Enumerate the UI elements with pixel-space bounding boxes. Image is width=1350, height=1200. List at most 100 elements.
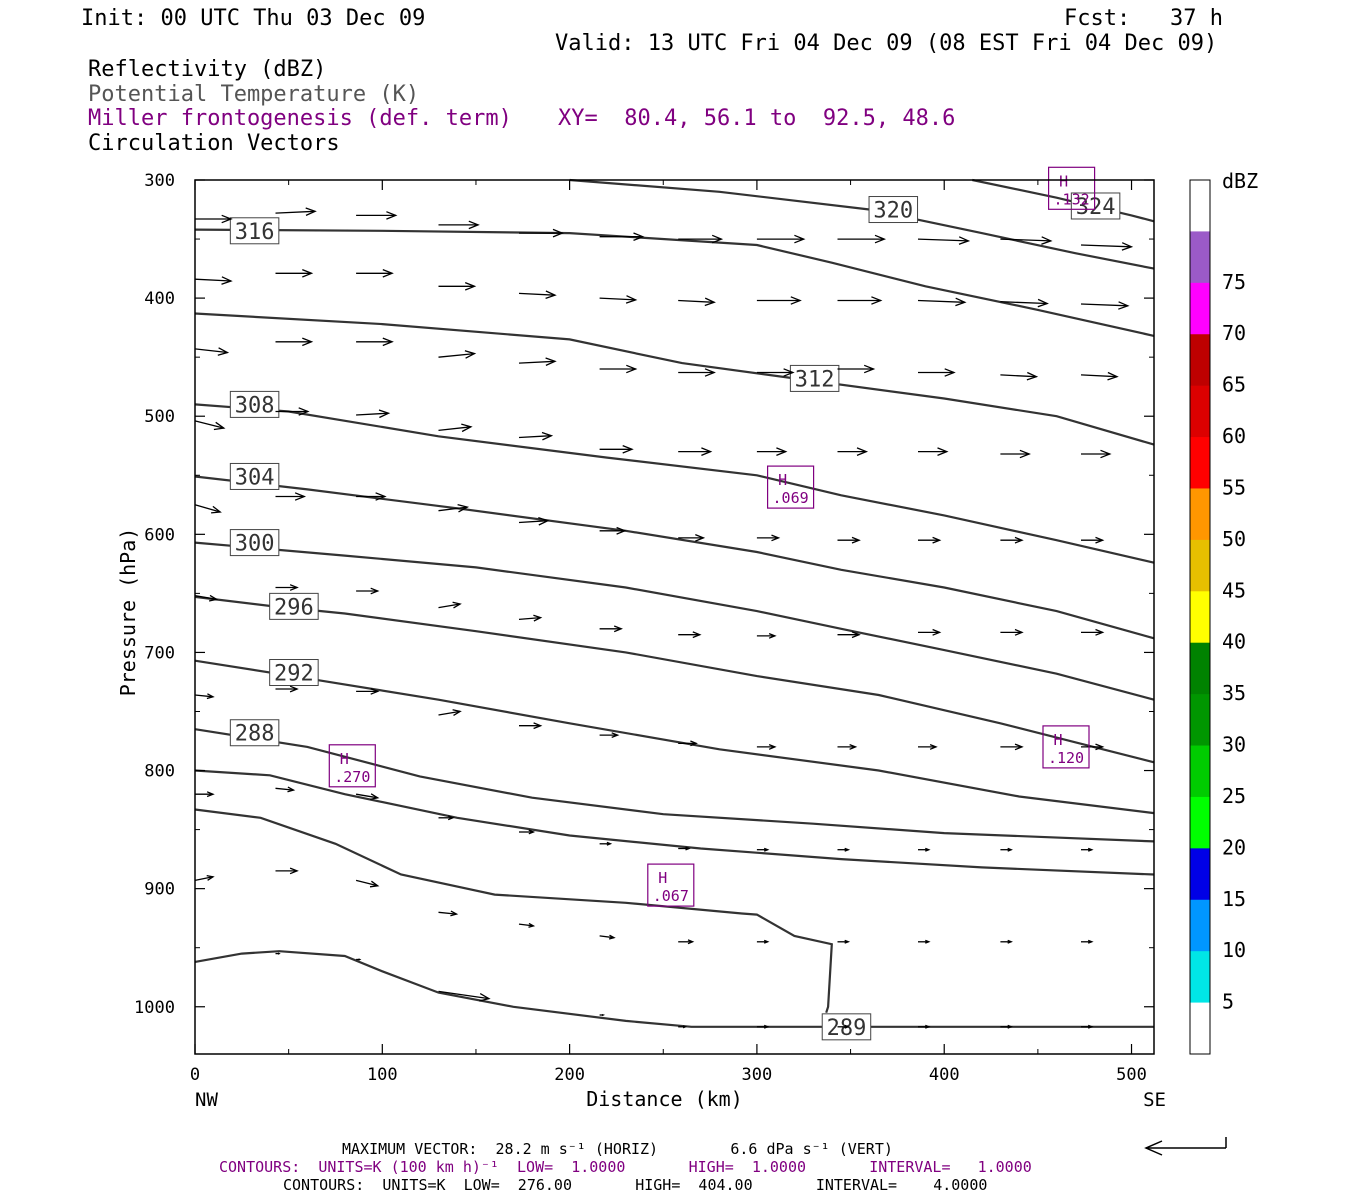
colorbar-segment	[1190, 385, 1210, 438]
contour-label: 288	[235, 722, 275, 747]
vector-arrowhead	[1007, 847, 1013, 852]
vector-arrowhead	[457, 503, 470, 513]
frontogenesis-max-box	[766, 465, 815, 509]
vector-arrowhead	[1087, 1024, 1094, 1029]
miller-legend: Miller frontogenesis (def. term)	[88, 106, 512, 131]
colorbar-tick-label: 30	[1222, 733, 1246, 757]
y-tick-label: 600	[144, 525, 175, 545]
frontogenesis-max-label: H	[778, 471, 787, 489]
vector-arrowhead	[370, 587, 380, 595]
vector-arrowhead	[1014, 536, 1024, 544]
vector-arrowhead	[464, 350, 477, 359]
circulation-vector	[518, 923, 534, 927]
xy-coordinates: XY= 80.4, 56.1 to 92.5, 48.6	[558, 106, 956, 131]
vector-arrowhead	[844, 939, 851, 944]
contour-label-box	[229, 719, 280, 747]
theta-contour-304	[194, 475, 1155, 640]
vector-arrowhead	[763, 847, 770, 852]
vector-arrowhead	[375, 492, 387, 501]
colorbar-segment	[1190, 642, 1210, 695]
x-tick-label: 100	[367, 1065, 398, 1085]
contour-label: 312	[795, 367, 835, 392]
x-axis-label: Distance (km)	[586, 1087, 743, 1111]
contour-label: 324	[1076, 195, 1116, 220]
colorbar-segment	[1190, 591, 1210, 644]
circulation-vector	[1000, 238, 1051, 242]
circulation-vector	[678, 299, 715, 303]
y-tick-label: 900	[144, 880, 175, 900]
vector-arrowhead	[863, 364, 876, 374]
vector-arrowhead	[221, 214, 233, 224]
colorbar-segment	[1190, 282, 1210, 335]
vector-arrowhead	[601, 1013, 606, 1017]
vector-arrowhead	[704, 297, 716, 307]
frontogenesis-max-value: .120	[1048, 749, 1084, 767]
forecast-hour: Fcst: 37 h	[1064, 6, 1223, 31]
reflectivity-legend: Reflectivity (dBZ)	[88, 57, 327, 82]
vector-arrowhead	[844, 1024, 851, 1029]
colorbar-tick-label: 45	[1222, 578, 1246, 602]
vector-arrowhead	[289, 685, 299, 693]
vector-arrowhead	[616, 526, 627, 535]
vector-arrowhead	[378, 409, 391, 419]
circulation-vector	[438, 710, 461, 716]
colorbar-tick-label: 20	[1222, 835, 1246, 859]
circulation-vector	[355, 879, 378, 887]
vector-arrowhead	[1095, 536, 1105, 544]
frontogenesis-max-value: .132	[1054, 190, 1090, 208]
theta-contour-288	[194, 728, 1155, 843]
vector-arrowhead	[382, 337, 394, 347]
circulation-vector	[194, 595, 217, 600]
frontogenesis-max-box	[1047, 166, 1096, 210]
contour-label: 304	[235, 465, 275, 490]
vector-arrowhead	[386, 211, 398, 220]
theta-contours: 324 320 316 312 308 304 300 296 292 288 289	[194, 178, 1155, 1041]
vector-arrowhead	[370, 687, 380, 695]
vector-arrowhead	[358, 958, 362, 961]
vector-arrowhead	[955, 297, 967, 307]
vector-arrowhead	[277, 952, 281, 955]
vector-arrowhead	[874, 234, 887, 244]
vector-arrowhead	[294, 492, 307, 501]
contour-label-box	[1070, 192, 1121, 220]
circulation-vector	[438, 426, 471, 432]
vector-arrowhead	[1095, 628, 1105, 636]
reference-vector	[1144, 1137, 1227, 1156]
colorbar-tick-label: 50	[1222, 527, 1246, 551]
circulation-vector	[438, 352, 475, 358]
vector-arrowhead	[1118, 301, 1130, 310]
theta-contour-316	[194, 228, 1155, 337]
miller-contour-note: CONTOURS: UNITS=K (100 km h)⁻¹ LOW= 1.00…	[219, 1158, 1032, 1176]
vector-arrowhead	[533, 614, 543, 622]
colorbar-title: dBZ	[1222, 169, 1258, 193]
vector-arrowhead	[937, 447, 949, 457]
vector-arrowhead	[1007, 939, 1013, 944]
vector-arrowhead	[856, 447, 869, 457]
colorbar-segment	[1190, 745, 1210, 798]
vector-arrowhead	[461, 423, 473, 433]
contour-label: 292	[274, 662, 314, 687]
vector-arrowhead	[768, 743, 777, 750]
colorbar-tick-label: 15	[1222, 887, 1246, 911]
vector-arrowhead	[871, 296, 883, 305]
circulation-vector	[518, 616, 541, 621]
valid-time: Valid: 13 UTC Fri 04 Dec 09 (08 EST Fri …	[555, 31, 1218, 56]
colorbar-tick-label: 65	[1222, 373, 1246, 397]
circulation-vector	[518, 520, 548, 524]
vector-arrowhead	[1087, 939, 1094, 944]
vector-arrowhead	[289, 867, 299, 875]
vector-arrowhead	[208, 594, 219, 602]
frontogenesis-max-label: H	[1053, 731, 1062, 749]
colorbar-segment	[1190, 180, 1210, 232]
theta-contour-300	[194, 541, 1155, 701]
vector-arrowhead	[776, 447, 788, 457]
frontogenesis-max-box	[328, 744, 376, 788]
colorbar-segment	[1190, 231, 1210, 284]
vector-arrowhead	[687, 939, 695, 945]
vector-arrowhead	[844, 847, 851, 852]
vector-arrowhead	[633, 232, 645, 242]
contour-label-box	[789, 364, 840, 392]
vector-arrowhead	[925, 939, 931, 944]
vector-arrowhead	[682, 1025, 688, 1029]
